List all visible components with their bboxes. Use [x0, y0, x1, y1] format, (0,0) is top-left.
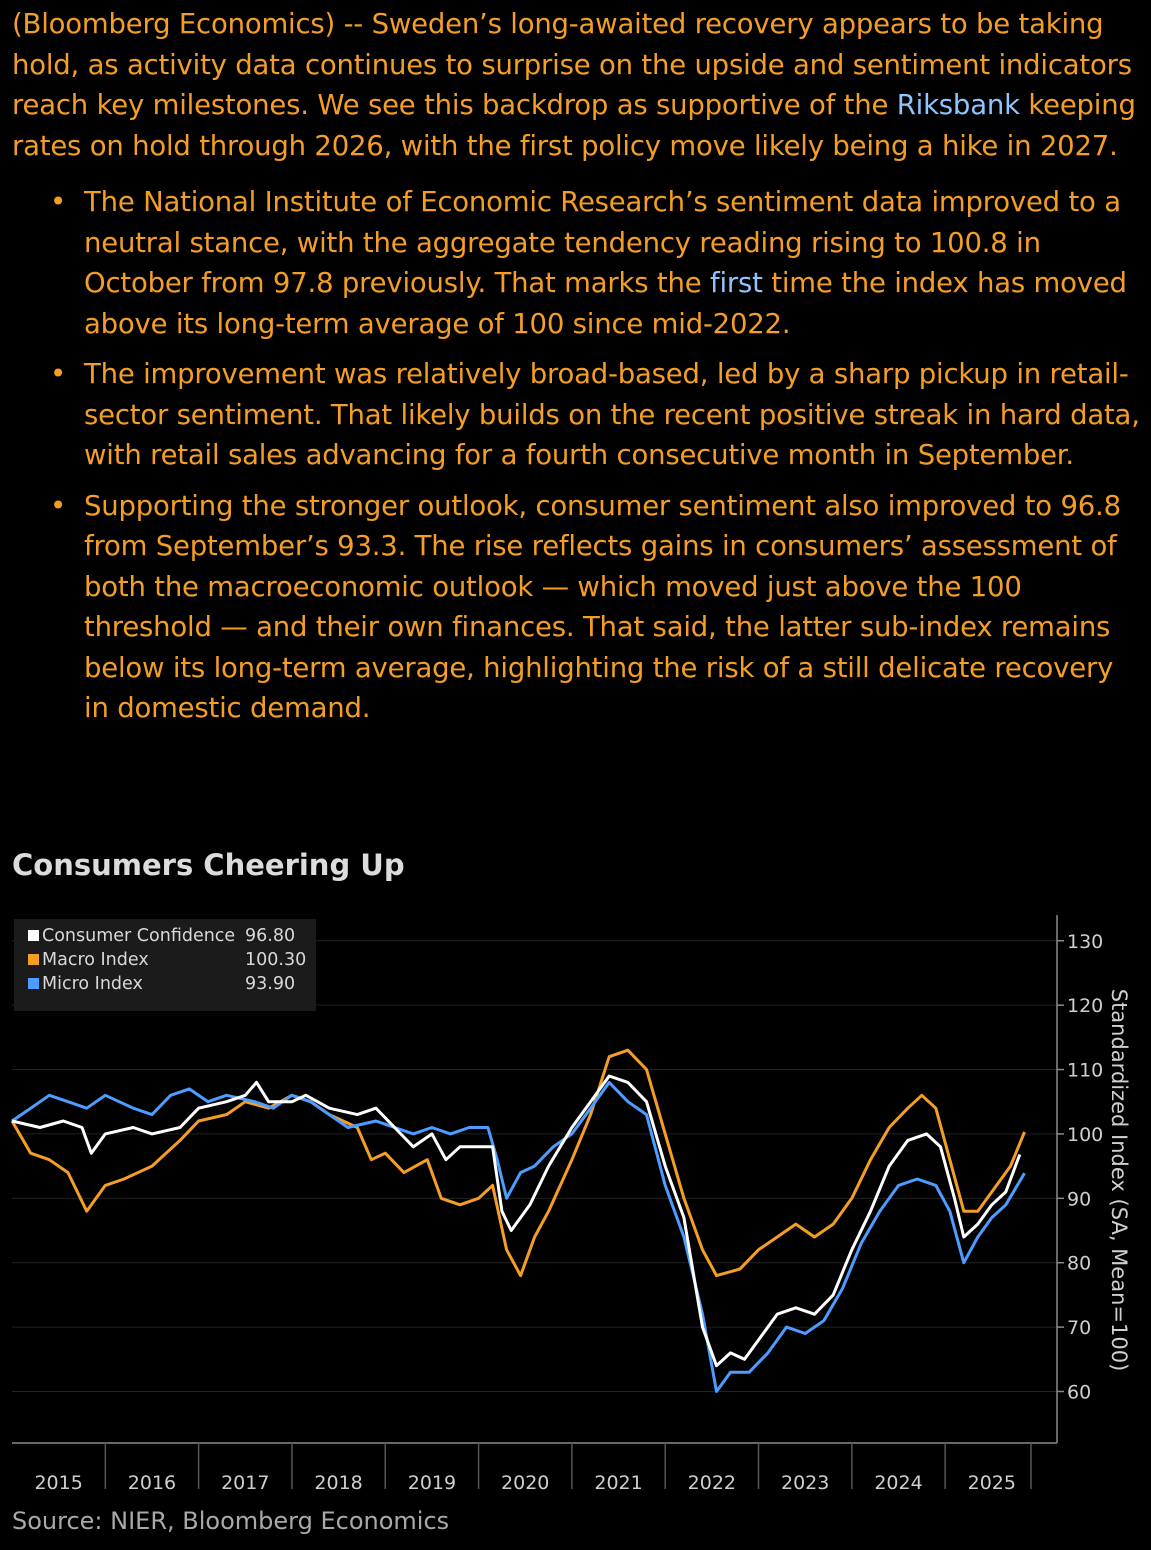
x-axis: 2015 2016 2017 2018 2019 2020 2021 2022 2023 2024…: [34, 1443, 1032, 1494]
bullet1-text-start: The National Institute of Economic Resea…: [84, 186, 1121, 299]
x-tick-label: 2018: [314, 1472, 362, 1494]
y-tick-label: 120: [1067, 995, 1103, 1017]
y-tick-label: 80: [1067, 1253, 1091, 1275]
x-tick-label: 2021: [594, 1472, 642, 1494]
x-tick-label: 2020: [501, 1472, 549, 1494]
intro-text-start: (Bloomberg Economics) -- Sweden’s long-a…: [12, 8, 1132, 121]
x-tick-label: 2017: [221, 1472, 269, 1494]
y-tick-label: 110: [1067, 1060, 1103, 1082]
bullet3-text: Supporting the stronger outlook, consume…: [84, 489, 1121, 725]
x-tick-label: 2023: [781, 1472, 829, 1494]
x-tick-label: 2025: [968, 1472, 1016, 1494]
y-tick-label: 130: [1067, 931, 1103, 953]
bullet2-text: The improvement was relatively broad-bas…: [84, 358, 1140, 471]
x-tick-label: 2016: [128, 1472, 176, 1494]
riksbank-link[interactable]: Riksbank: [896, 89, 1020, 121]
legend-value: 96.80: [245, 926, 295, 946]
legend-swatch: [28, 978, 39, 989]
x-tick-label: 2015: [34, 1472, 82, 1494]
legend-value: 93.90: [245, 974, 295, 994]
first-link[interactable]: first: [709, 267, 763, 299]
x-tick-label: 2019: [408, 1472, 456, 1494]
y-tick-label: 90: [1067, 1188, 1091, 1210]
y-tick-label: 100: [1067, 1124, 1103, 1146]
intro-paragraph: (Bloomberg Economics) -- Sweden’s long-a…: [12, 4, 1144, 166]
bullet-item: The improvement was relatively broad-bas…: [12, 354, 1144, 476]
bullet-list: The National Institute of Economic Resea…: [12, 182, 1144, 729]
legend-value: 100.30: [245, 950, 306, 970]
y-tick-label: 60: [1067, 1381, 1091, 1403]
legend-label: Micro Index: [42, 974, 143, 994]
series-line-micro-index: [11, 1080, 1026, 1393]
bullet1-text-end: time the index has moved above its long-…: [84, 267, 1127, 340]
article-body: (Bloomberg Economics) -- Sweden’s long-a…: [12, 4, 1144, 739]
bullet-item: Supporting the stronger outlook, consume…: [12, 486, 1144, 729]
chart-title: Consumers Cheering Up: [12, 848, 405, 882]
y-tick-label: 70: [1067, 1317, 1091, 1339]
series-layer: [10, 1048, 1026, 1393]
intro-text-end: keeping rates on hold through 2026, with…: [12, 89, 1136, 162]
x-tick-label: 2022: [688, 1472, 736, 1494]
legend-swatch: [28, 954, 39, 965]
bullet-item: The National Institute of Economic Resea…: [12, 182, 1144, 344]
legend-label: Consumer Confidence: [42, 926, 235, 946]
legend-swatch: [28, 930, 39, 941]
x-tick-label: 2024: [874, 1472, 922, 1494]
series-line-consumer-confidence: [11, 1074, 1022, 1368]
legend-label: Macro Index: [42, 950, 149, 970]
y-axis-label: Standardized Index (SA, Mean=100): [1107, 989, 1131, 1372]
legend-background: [14, 919, 316, 1011]
y-axis: 60 70 80 90 100 110 120 130: [1057, 931, 1103, 1403]
source-note: Source: NIER, Bloomberg Economics: [12, 1507, 450, 1535]
legend: Consumer Confidence 96.80 Macro Index 100.3…: [14, 919, 316, 1011]
series-line-macro-index: [10, 1048, 1026, 1278]
